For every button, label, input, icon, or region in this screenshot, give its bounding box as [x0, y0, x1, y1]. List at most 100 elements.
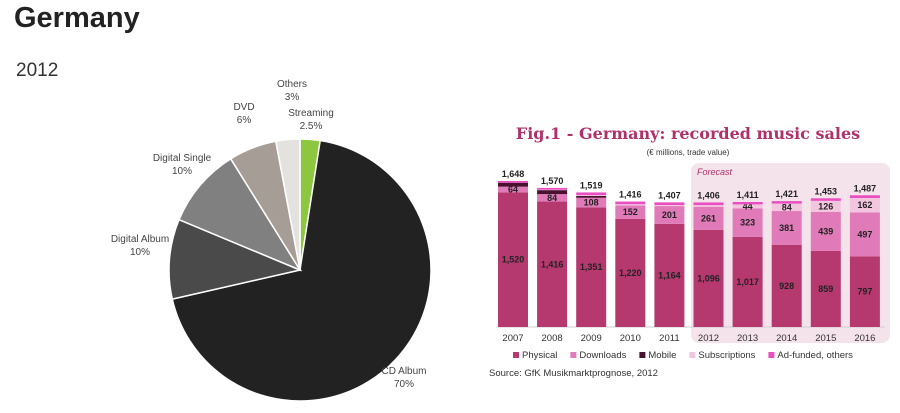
- bar-value-label: 84: [547, 193, 557, 203]
- bar-total-label: 1,406: [697, 190, 720, 200]
- bar-segment-subscriptions: [576, 195, 607, 196]
- bar-value-label: 497: [857, 229, 872, 239]
- bar-chart-subtitle: (€ millions, trade value): [647, 148, 730, 157]
- x-tick-label: 2016: [854, 333, 875, 344]
- bar-segment-downloads: [654, 206, 685, 224]
- bar-value-label: 84: [782, 202, 792, 212]
- pie-slice-digital-single: [178, 157, 302, 272]
- page-subtitle-year: 2012: [16, 60, 59, 81]
- bar-segment-ad-funded-others: [537, 187, 568, 190]
- pie-percent-label: 10%: [130, 247, 150, 258]
- bar-value-label: 152: [623, 207, 638, 217]
- legend-swatch: [513, 352, 519, 358]
- bar-segment-physical: [810, 250, 841, 327]
- bar-value-label: 1,416: [541, 259, 564, 269]
- bar-value-label: 323: [740, 218, 755, 228]
- forecast-label: Forecast: [697, 167, 733, 177]
- bar-chart-source: Source: GfK Musikmarktprognose, 2012: [489, 368, 658, 379]
- x-tick-label: 2009: [581, 333, 602, 344]
- bar-segment-ad-funded-others: [615, 201, 646, 205]
- bar-value-label: 439: [818, 226, 833, 236]
- bar-segment-ad-funded-others: [849, 195, 880, 199]
- bar-segment-downloads: [537, 194, 568, 202]
- bar-segment-downloads: [810, 212, 841, 251]
- bar-value-label: 201: [662, 210, 677, 220]
- legend-entry: Downloads: [579, 350, 626, 361]
- legend-swatch: [689, 352, 696, 358]
- bar-segment-downloads: [771, 211, 802, 245]
- x-tick-label: 2015: [815, 333, 836, 344]
- bar-segment-physical: [732, 236, 763, 327]
- bar-value-label: 1,351: [580, 262, 603, 272]
- x-tick-label: 2012: [698, 333, 719, 344]
- pie-label: Digital Album: [111, 234, 169, 245]
- bar-value-label: 108: [584, 198, 599, 208]
- pie-label: Streaming: [288, 108, 334, 119]
- page-title: Germany: [14, 2, 140, 34]
- pie-label: CD Album: [381, 366, 426, 377]
- bar-segment-ad-funded-others: [654, 202, 685, 206]
- bar-segment-ad-funded-others: [498, 181, 528, 183]
- bar-segment-physical: [849, 256, 880, 327]
- bar-total-label: 1,487: [854, 183, 877, 193]
- legend-entry: Mobile: [648, 350, 676, 361]
- legend-entry: Ad-funded, others: [777, 350, 853, 361]
- bar-segment-ad-funded-others: [732, 201, 763, 205]
- bar-value-label: 928: [779, 281, 794, 291]
- pie-slice-cd-album: [171, 139, 432, 402]
- bar-total-label: 1,421: [775, 189, 798, 199]
- bar-segment-subscriptions: [615, 204, 646, 206]
- legend-swatch: [570, 352, 577, 358]
- bar-value-label: 1,017: [736, 277, 759, 287]
- bar-value-label: 126: [818, 201, 833, 211]
- pie-percent-label: 3%: [285, 92, 300, 103]
- bar-total-label: 1,648: [502, 169, 525, 179]
- bar-segment-mobile: [498, 182, 528, 187]
- bar-value-label: 1,220: [619, 268, 642, 278]
- bar-chart-title: Fig.1 - Germany: recorded music sales: [516, 124, 860, 143]
- bar-segment-ad-funded-others: [693, 202, 724, 206]
- x-tick-label: 2010: [620, 333, 641, 344]
- x-tick-label: 2008: [542, 333, 563, 344]
- legend-swatch: [639, 352, 646, 358]
- legend-swatch: [768, 352, 775, 358]
- bar-segment-physical: [537, 201, 568, 327]
- pie-label: Others: [277, 79, 307, 90]
- bar-segment-downloads: [849, 212, 880, 257]
- bar-total-label: 1,519: [580, 180, 603, 190]
- bar-segment-subscriptions: [654, 205, 685, 207]
- bar-segment-physical: [576, 207, 607, 327]
- legend-entry: Physical: [522, 350, 557, 361]
- bar-value-label: 797: [857, 287, 872, 297]
- bar-value-label: 1,520: [502, 255, 525, 265]
- bar-segment-downloads: [732, 208, 763, 237]
- bar-total-label: 1,570: [541, 176, 564, 186]
- bar-segment-ad-funded-others: [771, 201, 802, 204]
- pie-slice-digital-album: [168, 218, 303, 301]
- bar-segment-ad-funded-others: [576, 192, 607, 196]
- bar-value-label: 64: [508, 185, 518, 195]
- bar-total-label: 1,416: [619, 190, 642, 200]
- bar-segment-subscriptions: [810, 200, 841, 213]
- bar-segment-downloads: [576, 197, 607, 208]
- bar-segment-physical: [654, 223, 685, 327]
- x-tick-label: 2011: [659, 333, 679, 344]
- bar-total-label: 1,453: [815, 186, 838, 196]
- pie-percent-label: 6%: [237, 115, 252, 126]
- bar-segment-subscriptions: [849, 198, 880, 213]
- pie-label: Digital Single: [153, 153, 212, 164]
- bar-segment-downloads: [615, 205, 646, 219]
- bar-segment-subscriptions: [693, 205, 724, 207]
- bar-value-label: 381: [779, 223, 794, 233]
- x-tick-label: 2007: [502, 333, 523, 344]
- pie-slice-others: [274, 138, 301, 271]
- bar-segment-downloads: [693, 206, 724, 230]
- bar-segment-subscriptions: [732, 204, 763, 209]
- pie-percent-label: 2.5%: [300, 121, 323, 132]
- bar-segment-subscriptions: [771, 203, 802, 212]
- bar-value-label: 1,096: [697, 273, 720, 283]
- bar-value-label: 162: [857, 200, 872, 210]
- bar-segment-mobile: [576, 195, 607, 198]
- bar-total-label: 1,411: [737, 190, 759, 200]
